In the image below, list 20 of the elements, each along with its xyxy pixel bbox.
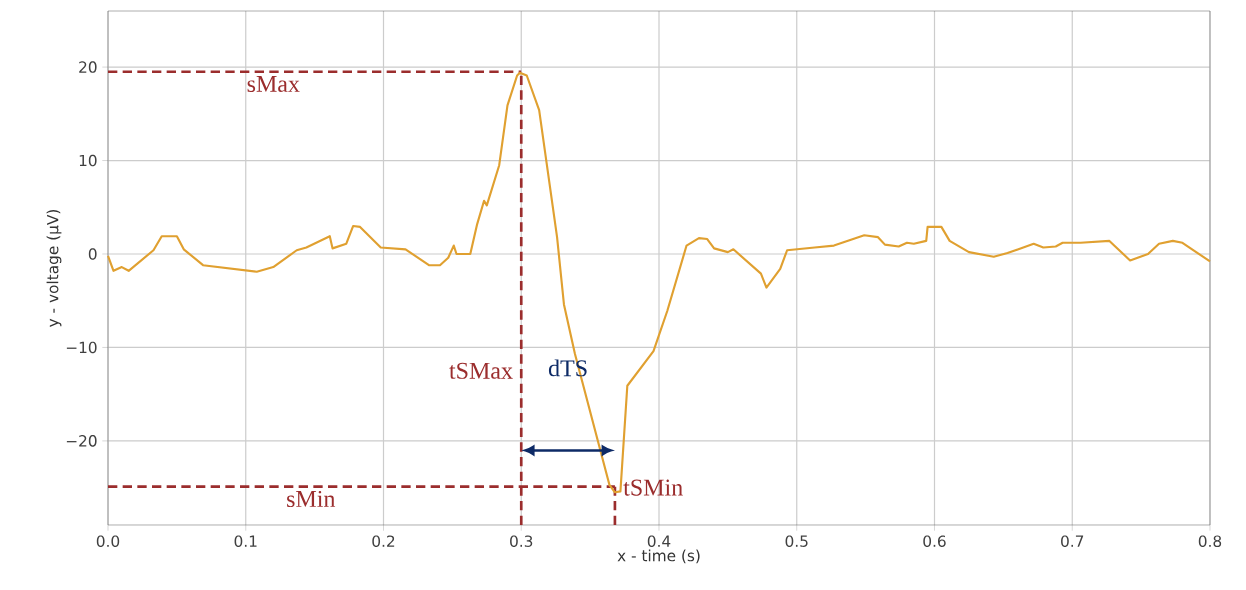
x-tick-label: 0.1 [234,535,257,547]
x-tick-label: 0.0 [96,535,120,547]
y-tick-label: −20 [66,435,97,447]
ref-line-label: sMin [287,490,336,508]
x-tick-label: 0.3 [510,535,533,547]
y-tick-label: 0 [88,248,97,260]
ref-line-label: tSMax [449,362,513,379]
x-tick-label: 0.4 [647,535,671,547]
y-tick-label: 20 [79,61,97,73]
x-tick-label: 0.8 [1198,535,1222,547]
y-tick-label: −10 [66,341,97,354]
ref-line-label: tSMin [623,479,683,496]
x-tick-label: 0.2 [372,535,395,547]
x-axis-title: x - time (s) [617,549,700,564]
x-tick-label: 0.7 [1061,535,1084,547]
x-tick-label: 0.6 [923,535,946,547]
y-axis-title: y - voltage (µV) [46,209,62,327]
y-tick-label: 10 [79,154,97,167]
ref-line-label: sMax [247,76,300,92]
x-tick-label: 0.5 [785,535,808,547]
